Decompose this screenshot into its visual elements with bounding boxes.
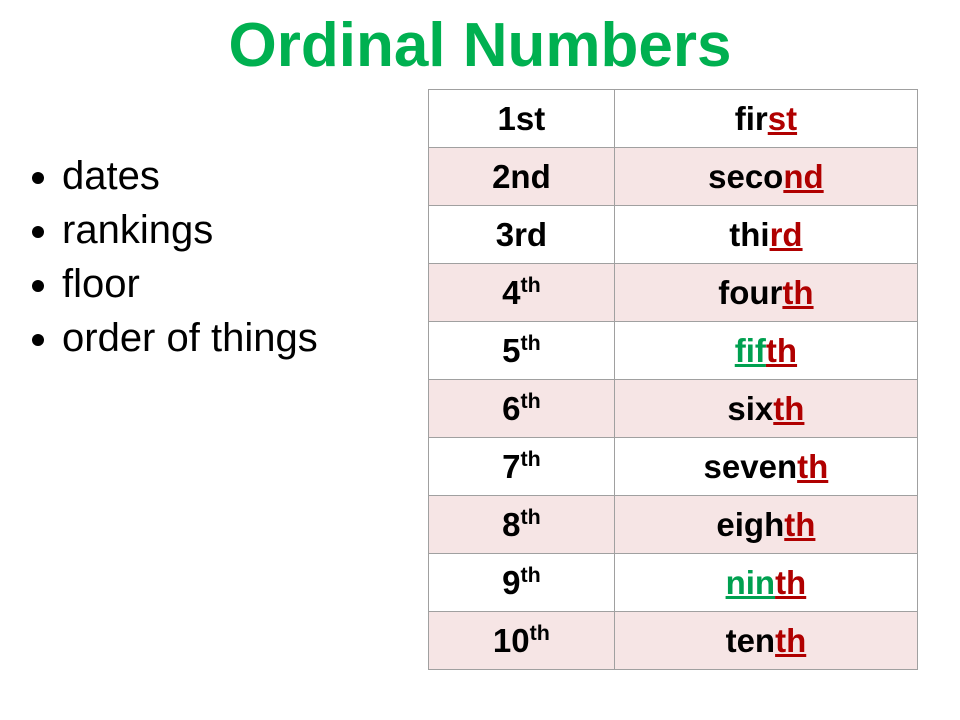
ordinal-abbrev: 9th [429,554,615,612]
ordinal-number: 9 [502,564,520,601]
ordinal-suffix: th [520,447,540,471]
ordinal-word: sixth [614,380,917,438]
ordinal-word: ninth [614,554,917,612]
ordinal-word: fifth [614,322,917,380]
ordinal-word: fourth [614,264,917,322]
ordinal-word: first [614,90,917,148]
ordinal-suffix: nd [510,158,550,195]
table-row: 10thtenth [429,612,918,670]
ordinal-word: second [614,148,917,206]
ordinal-abbrev: 8th [429,496,615,554]
ordinal-number: 10 [493,622,530,659]
ordinal-suffix: th [520,505,540,529]
word-stem: fif [735,332,766,369]
ordinal-number: 8 [502,506,520,543]
word-suffix: st [768,100,797,137]
table-row: 6thsixth [429,380,918,438]
table-row: 5thfifth [429,322,918,380]
uses-ul: dates rankings floor order of things [28,149,428,365]
ordinal-abbrev: 1st [429,90,615,148]
ordinal-number: 4 [502,274,520,311]
ordinal-word: tenth [614,612,917,670]
word-stem: fir [735,100,768,137]
ordinal-number: 7 [502,448,520,485]
table-row: 7thseventh [429,438,918,496]
ordinal-suffix: th [520,389,540,413]
table-row: 3rdthird [429,206,918,264]
table-row: 4thfourth [429,264,918,322]
ordinal-number: 5 [502,332,520,369]
ordinal-abbrev: 7th [429,438,615,496]
word-stem: four [718,274,782,311]
ordinal-suffix: th [520,563,540,587]
ordinal-abbrev: 6th [429,380,615,438]
ordinal-number: 3 [496,216,514,253]
list-item: rankings [62,203,428,257]
word-suffix: rd [770,216,803,253]
word-stem: eigh [716,506,784,543]
ordinal-suffix: st [516,100,545,137]
word-stem: seven [704,448,798,485]
word-suffix: th [784,506,815,543]
ordinal-abbrev: 3rd [429,206,615,264]
word-suffix: th [766,332,797,369]
ordinal-suffix: th [520,273,540,297]
word-stem: nin [726,564,775,601]
word-suffix: nd [783,158,823,195]
ordinal-suffix: th [530,621,550,645]
content-row: dates rankings floor order of things 1st… [0,89,960,670]
word-stem: thi [729,216,769,253]
ordinal-number: 1 [498,100,516,137]
ordinal-word: eighth [614,496,917,554]
page-title: Ordinal Numbers [0,0,960,89]
ordinal-suffix: th [520,331,540,355]
list-item: dates [62,149,428,203]
ordinal-abbrev: 5th [429,322,615,380]
word-suffix: th [773,390,804,427]
table-row: 1stfirst [429,90,918,148]
ordinal-number: 6 [502,390,520,427]
list-item: floor [62,257,428,311]
uses-list: dates rankings floor order of things [18,89,428,670]
table-row: 2ndsecond [429,148,918,206]
table-row: 9thninth [429,554,918,612]
table-row: 8theighth [429,496,918,554]
ordinal-abbrev: 10th [429,612,615,670]
ordinal-word: third [614,206,917,264]
word-suffix: th [775,622,806,659]
ordinal-number: 2 [492,158,510,195]
word-suffix: th [775,564,806,601]
ordinal-suffix: rd [514,216,547,253]
word-stem: seco [708,158,783,195]
ordinals-table: 1stfirst2ndsecond3rdthird4thfourth5thfif… [428,89,918,670]
word-stem: six [727,390,773,427]
ordinal-word: seventh [614,438,917,496]
word-stem: ten [726,622,776,659]
word-suffix: th [782,274,813,311]
word-suffix: th [797,448,828,485]
ordinal-abbrev: 2nd [429,148,615,206]
ordinals-table-wrap: 1stfirst2ndsecond3rdthird4thfourth5thfif… [428,89,918,670]
ordinal-abbrev: 4th [429,264,615,322]
list-item: order of things [62,311,428,365]
